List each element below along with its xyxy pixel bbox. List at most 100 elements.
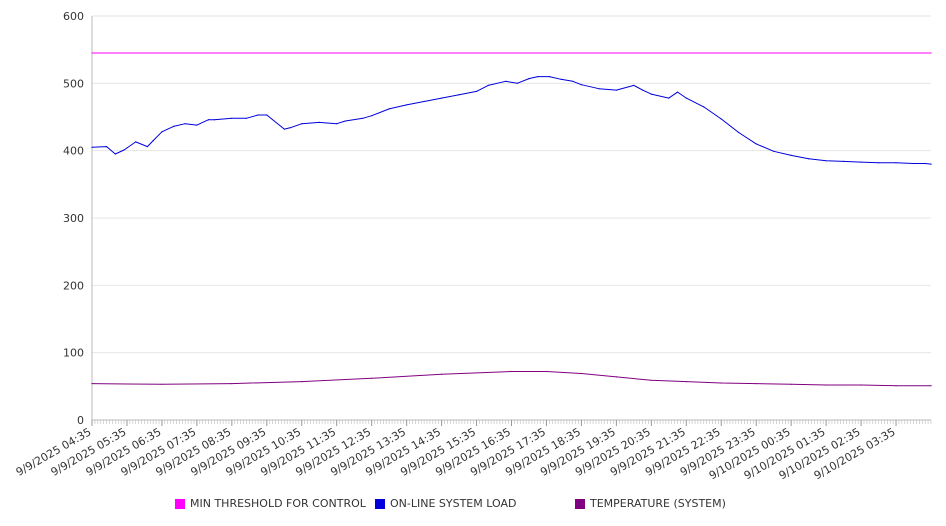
y-tick-label: 200 xyxy=(63,279,84,292)
data-point-on-line-system-load xyxy=(245,117,247,119)
legend: MIN THRESHOLD FOR CONTROL ON-LINE SYSTEM… xyxy=(0,497,946,515)
data-point-on-line-system-load xyxy=(336,123,338,125)
legend-label-min-threshold: MIN THRESHOLD FOR CONTROL xyxy=(190,497,366,510)
data-point-on-line-system-load xyxy=(106,146,108,148)
data-point-on-line-system-load xyxy=(650,93,652,95)
data-point-temperature-system xyxy=(510,370,513,373)
data-point-temperature-system xyxy=(441,373,443,375)
data-point-on-line-system-load xyxy=(487,84,489,86)
data-point-on-line-system-load xyxy=(283,128,285,130)
data-point-on-line-system-load xyxy=(895,162,897,164)
data-point-temperature-system xyxy=(825,384,827,386)
data-point-on-line-system-load xyxy=(213,119,215,121)
data-point-temperature-system xyxy=(545,370,548,373)
data-point-on-line-system-load xyxy=(703,106,705,108)
data-point-on-line-system-load xyxy=(184,123,186,125)
data-point-on-line-system-load xyxy=(362,117,364,119)
data-point-on-line-system-load xyxy=(633,84,635,86)
y-tick-labels: 0 100 200 300 400 500 600 xyxy=(63,10,84,427)
data-point-on-line-system-load xyxy=(388,108,390,110)
data-point-temperature-system xyxy=(161,383,163,385)
data-point-on-line-system-load xyxy=(371,115,373,117)
data-point-on-line-system-load xyxy=(344,120,346,122)
data-point-on-line-system-load xyxy=(720,118,722,120)
data-point-on-line-system-load xyxy=(860,161,862,163)
data-point-on-line-system-load xyxy=(537,76,539,78)
data-point-min-threshold-for-control xyxy=(930,52,932,54)
data-point-temperature-system xyxy=(790,383,792,385)
data-point-on-line-system-load xyxy=(773,150,775,152)
legend-swatch-temperature xyxy=(575,498,585,509)
data-point-on-line-system-load xyxy=(458,94,460,96)
data-point-temperature-system xyxy=(231,383,233,385)
data-point-temperature-system xyxy=(615,376,618,378)
data-point-on-line-system-load xyxy=(912,162,915,165)
data-point-on-line-system-load xyxy=(685,97,687,99)
data-point-on-line-system-load xyxy=(173,125,175,127)
y-tick-label: 500 xyxy=(63,77,84,90)
data-point-temperature-system xyxy=(895,385,897,387)
data-point-on-line-system-load xyxy=(91,146,93,148)
data-point-temperature-system xyxy=(650,379,652,381)
data-point-on-line-system-load xyxy=(207,119,210,121)
data-point-on-line-system-load xyxy=(505,80,507,82)
data-point-on-line-system-load xyxy=(790,154,792,156)
data-point-temperature-system xyxy=(91,383,93,385)
series-line-temperature-system xyxy=(91,371,931,387)
data-point-on-line-system-load xyxy=(114,153,116,155)
data-point-on-line-system-load xyxy=(161,131,163,133)
data-point-on-line-system-load xyxy=(441,97,443,99)
data-point-temperature-system xyxy=(720,382,722,384)
data-point-on-line-system-load xyxy=(318,121,320,123)
data-point-temperature-system xyxy=(371,377,373,379)
data-point-on-line-system-load xyxy=(548,76,551,78)
data-point-on-line-system-load xyxy=(266,114,268,116)
data-point-temperature-system xyxy=(580,372,583,375)
data-point-on-line-system-load xyxy=(406,104,408,106)
data-point-on-line-system-load xyxy=(516,82,518,84)
x-tick-labels: 9/9/2025 04:359/9/2025 05:359/9/2025 06:… xyxy=(14,425,898,482)
data-point-on-line-system-load xyxy=(146,146,148,148)
data-point-on-line-system-load xyxy=(572,80,574,82)
data-point-temperature-system xyxy=(930,385,932,387)
data-point-temperature-system xyxy=(860,384,862,386)
data-point-on-line-system-load xyxy=(289,127,291,129)
data-point-on-line-system-load xyxy=(123,149,125,151)
data-point-on-line-system-load xyxy=(231,117,233,119)
data-point-on-line-system-load xyxy=(677,91,679,93)
legend-label-temperature: TEMPERATURE (SYSTEM) xyxy=(590,497,726,510)
data-point-on-line-system-load xyxy=(423,100,425,103)
data-point-on-line-system-load xyxy=(257,114,259,116)
data-point-on-line-system-load xyxy=(738,131,740,134)
series-lines xyxy=(91,52,932,387)
y-tick-label: 400 xyxy=(63,145,84,158)
data-point-on-line-system-load xyxy=(301,123,303,125)
data-point-on-line-system-load xyxy=(615,89,618,91)
y-tick-label: 300 xyxy=(63,212,84,225)
data-point-temperature-system xyxy=(755,383,757,385)
data-point-on-line-system-load xyxy=(475,90,478,92)
data-point-on-line-system-load xyxy=(668,97,670,99)
data-point-on-line-system-load xyxy=(825,160,827,162)
legend-item-min-threshold: MIN THRESHOLD FOR CONTROL xyxy=(175,497,366,510)
data-point-on-line-system-load xyxy=(560,78,562,80)
data-point-on-line-system-load xyxy=(135,141,137,143)
data-point-temperature-system xyxy=(301,381,303,383)
data-point-temperature-system xyxy=(685,381,687,383)
legend-item-temperature: TEMPERATURE (SYSTEM) xyxy=(575,497,726,510)
axes xyxy=(91,16,932,426)
data-point-on-line-system-load xyxy=(580,84,583,86)
data-point-on-line-system-load xyxy=(598,88,600,90)
y-tick-label: 600 xyxy=(63,10,84,23)
data-point-on-line-system-load xyxy=(528,78,530,80)
data-point-on-line-system-load xyxy=(843,160,845,162)
data-point-on-line-system-load xyxy=(642,89,644,91)
data-point-min-threshold-for-control xyxy=(91,52,93,54)
legend-item-system-load: ON-LINE SYSTEM LOAD xyxy=(375,497,516,510)
data-point-on-line-system-load xyxy=(924,162,926,165)
y-tick-label: 100 xyxy=(63,347,84,360)
data-point-on-line-system-load xyxy=(878,162,880,164)
legend-label-system-load: ON-LINE SYSTEM LOAD xyxy=(390,497,517,510)
data-point-on-line-system-load xyxy=(196,124,198,126)
